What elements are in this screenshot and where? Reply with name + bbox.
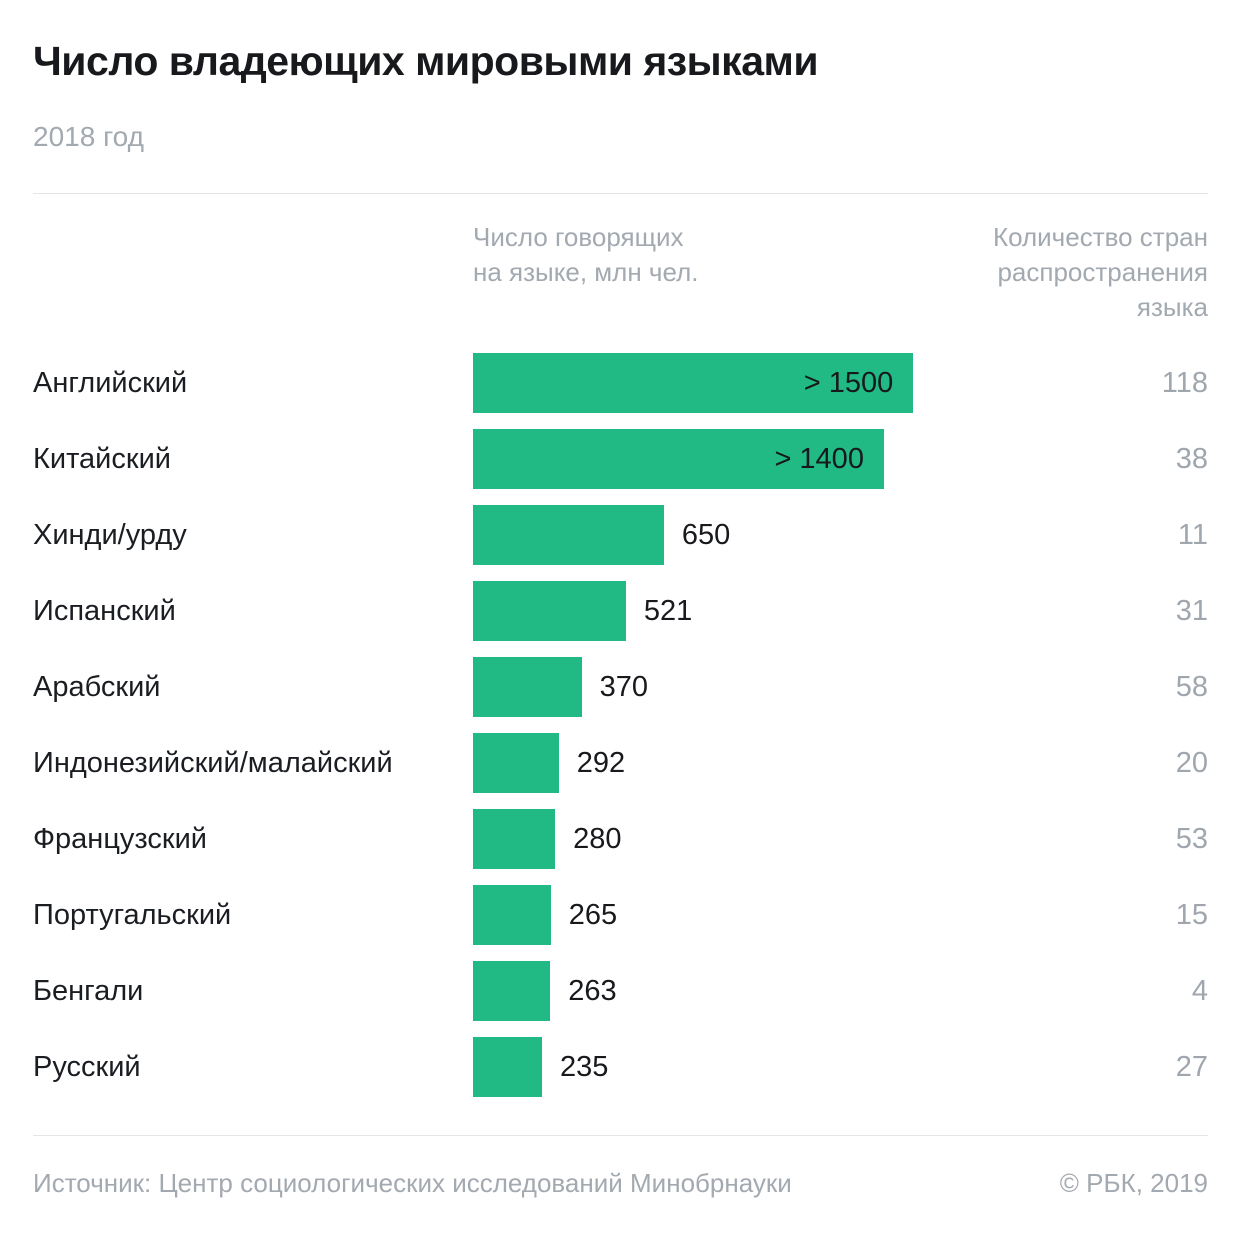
- bar-cell: > 1500: [473, 353, 1113, 414]
- chart-row: Китайский > 1400 38: [33, 429, 1208, 490]
- countries-value: 27: [1175, 1050, 1208, 1083]
- page-subtitle: 2018 год: [33, 121, 144, 153]
- bar-cell: 292: [473, 733, 1113, 794]
- language-label: Русский: [33, 1050, 141, 1083]
- speakers-bar: [473, 961, 551, 1022]
- bar-cell: 235: [473, 1037, 1113, 1098]
- bar-track: 521: [473, 581, 928, 642]
- bar-track: 265: [473, 885, 928, 946]
- language-label: Французский: [33, 822, 207, 855]
- bar-track: > 1500: [473, 353, 928, 414]
- chart-row: Бенгали 263 4: [33, 961, 1208, 1022]
- speakers-bar: [473, 1037, 542, 1098]
- speakers-value: 650: [681, 518, 731, 551]
- chart-row: Русский 235 27: [33, 1037, 1208, 1098]
- bar-cell: 650: [473, 505, 1113, 566]
- page-title: Число владеющих мировыми языками: [33, 38, 819, 84]
- bar-track: 235: [473, 1037, 928, 1098]
- speakers-value: 280: [573, 822, 622, 855]
- bar-track: 650: [473, 505, 928, 566]
- speakers-value: 235: [559, 1050, 609, 1083]
- countries-value: 31: [1175, 594, 1208, 627]
- column-headers: Число говорящих на языке, млн чел. Колич…: [33, 220, 1208, 325]
- speakers-bar: > 1400: [473, 429, 884, 490]
- chart-row: Португальский 265 15: [33, 885, 1208, 946]
- source-text: Источник: Центр социологических исследов…: [33, 1168, 792, 1199]
- speakers-value: > 1500: [803, 366, 894, 399]
- chart-row: Арабский 370 58: [33, 657, 1208, 718]
- language-label: Арабский: [33, 670, 161, 703]
- countries-value: 20: [1175, 746, 1208, 779]
- bar-track: 280: [473, 809, 928, 870]
- chart-row: Индонезийский/малайский 292 20: [33, 733, 1208, 794]
- language-label: Английский: [33, 366, 188, 399]
- speakers-bar: [473, 505, 664, 566]
- bar-track: 263: [473, 961, 928, 1022]
- countries-value: 11: [1177, 518, 1208, 551]
- countries-value: 4: [1191, 974, 1208, 1007]
- speakers-value: 370: [599, 670, 648, 703]
- speakers-bar: [473, 657, 582, 718]
- language-label: Португальский: [33, 898, 232, 931]
- speakers-value: 521: [643, 594, 693, 627]
- speakers-value: 265: [568, 898, 618, 931]
- countries-value: 58: [1175, 670, 1208, 703]
- speakers-bar: [473, 885, 551, 946]
- language-label: Бенгали: [33, 974, 144, 1007]
- speakers-bar: [473, 809, 556, 870]
- bar-track: 292: [473, 733, 928, 794]
- bar-cell: 263: [473, 961, 1113, 1022]
- language-label: Индонезийский/малайский: [33, 746, 393, 779]
- bar-cell: 370: [473, 657, 1113, 718]
- bar-cell: 521: [473, 581, 1113, 642]
- column-header-countries: Количество стран распространения языка: [992, 222, 1208, 323]
- chart-row: Хинди/урду 650 11: [33, 505, 1208, 566]
- countries-value: 15: [1175, 898, 1208, 931]
- speakers-bar: [473, 733, 559, 794]
- chart-row: Испанский 521 31: [33, 581, 1208, 642]
- bar-track: > 1400: [473, 429, 928, 490]
- speakers-bar: > 1500: [473, 353, 914, 414]
- chart-row: Английский > 1500 118: [33, 353, 1208, 414]
- language-label: Китайский: [33, 442, 171, 475]
- countries-value: 38: [1175, 442, 1208, 475]
- speakers-value: 292: [576, 746, 626, 779]
- column-header-speakers: Число говорящих на языке, млн чел.: [473, 222, 699, 288]
- copyright-text: © РБК, 2019: [1059, 1168, 1208, 1199]
- chart-row: Французский 280 53: [33, 809, 1208, 870]
- bar-cell: 265: [473, 885, 1113, 946]
- speakers-bar: [473, 581, 626, 642]
- bottom-divider: [33, 1135, 1208, 1137]
- countries-value: 118: [1161, 366, 1208, 399]
- countries-value: 53: [1175, 822, 1208, 855]
- speakers-value: 263: [568, 974, 617, 1007]
- bar-cell: 280: [473, 809, 1113, 870]
- language-label: Хинди/урду: [33, 518, 187, 551]
- chart-rows: Английский > 1500 118 Китайский > 1400 38 Хинд…: [33, 353, 1208, 1098]
- language-label: Испанский: [33, 594, 176, 627]
- bar-cell: > 1400: [473, 429, 1113, 490]
- speakers-value: > 1400: [774, 442, 864, 475]
- footer: Источник: Центр социологических исследов…: [33, 1168, 1208, 1199]
- top-divider: [33, 193, 1208, 195]
- bar-track: 370: [473, 657, 928, 718]
